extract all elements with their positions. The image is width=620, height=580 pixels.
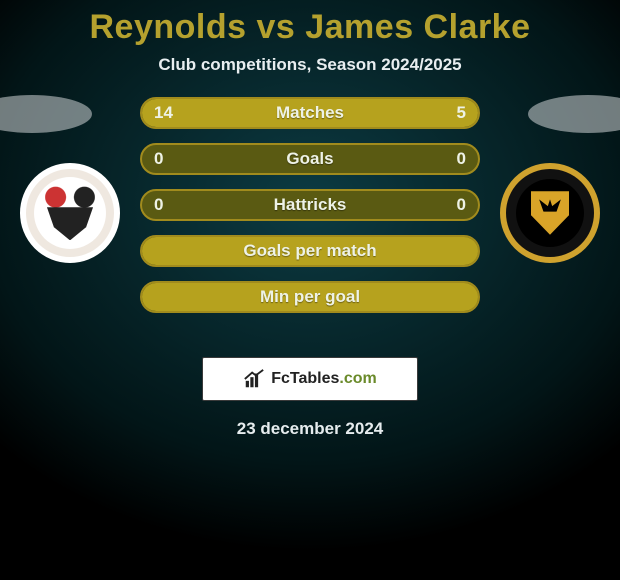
attribution-text: FcTables.com — [271, 370, 377, 388]
stat-label: Goals per match — [142, 237, 478, 265]
left-spotlight — [0, 95, 92, 133]
comparison-arena: 145Matches00Goals00HattricksGoals per ma… — [0, 103, 620, 343]
newport-crest-icon — [516, 179, 584, 247]
stat-label: Goals — [142, 145, 478, 173]
attribution-brand: FcTables — [271, 370, 339, 387]
stat-row: 00Hattricks — [140, 189, 480, 221]
snapshot-date: 23 december 2024 — [0, 419, 620, 439]
stat-label: Hattricks — [142, 191, 478, 219]
bar-chart-icon — [243, 368, 265, 390]
page-subtitle: Club competitions, Season 2024/2025 — [0, 55, 620, 75]
bromley-crest-icon — [34, 177, 106, 249]
stat-row: Goals per match — [140, 235, 480, 267]
stat-row: Min per goal — [140, 281, 480, 313]
stat-row: 145Matches — [140, 97, 480, 129]
page-title: Reynolds vs James Clarke — [0, 0, 620, 47]
attribution-badge: FcTables.com — [202, 357, 418, 401]
stat-row: 00Goals — [140, 143, 480, 175]
stat-bars: 145Matches 00Goals 00Hattricks Goals per ma… — [140, 97, 480, 327]
right-team-badge — [500, 163, 600, 263]
right-spotlight — [528, 95, 620, 133]
attribution-domain: .com — [339, 370, 376, 387]
stat-label: Min per goal — [142, 283, 478, 311]
stat-label: Matches — [142, 99, 478, 127]
left-team-badge — [20, 163, 120, 263]
